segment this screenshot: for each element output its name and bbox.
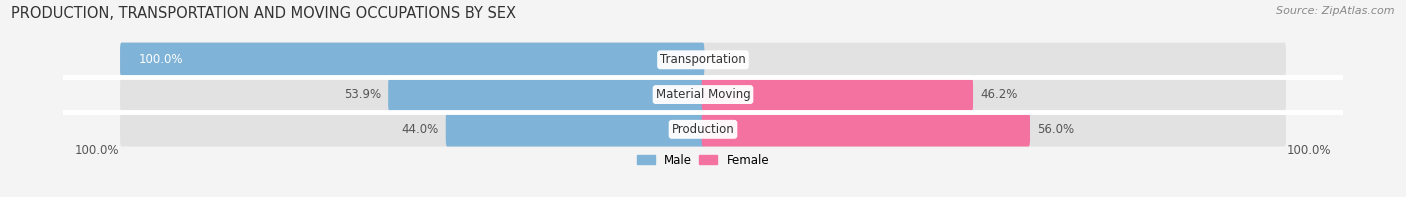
Text: PRODUCTION, TRANSPORTATION AND MOVING OCCUPATIONS BY SEX: PRODUCTION, TRANSPORTATION AND MOVING OC… (11, 6, 516, 21)
FancyBboxPatch shape (120, 43, 1286, 77)
Text: 53.9%: 53.9% (343, 88, 381, 101)
Text: 100.0%: 100.0% (75, 144, 120, 157)
Text: 44.0%: 44.0% (401, 123, 439, 136)
FancyBboxPatch shape (120, 43, 704, 77)
Text: 46.2%: 46.2% (980, 88, 1018, 101)
FancyBboxPatch shape (120, 112, 1286, 147)
Text: 100.0%: 100.0% (1286, 144, 1331, 157)
Text: Source: ZipAtlas.com: Source: ZipAtlas.com (1277, 6, 1395, 16)
Text: Material Moving: Material Moving (655, 88, 751, 101)
Text: 0.0%: 0.0% (711, 53, 741, 66)
Text: 56.0%: 56.0% (1038, 123, 1074, 136)
FancyBboxPatch shape (702, 112, 1031, 147)
Text: Production: Production (672, 123, 734, 136)
Legend: Male, Female: Male, Female (633, 149, 773, 171)
FancyBboxPatch shape (120, 77, 1286, 112)
FancyBboxPatch shape (702, 77, 973, 112)
FancyBboxPatch shape (388, 77, 704, 112)
FancyBboxPatch shape (446, 112, 704, 147)
Text: Transportation: Transportation (661, 53, 745, 66)
Text: 100.0%: 100.0% (139, 53, 183, 66)
